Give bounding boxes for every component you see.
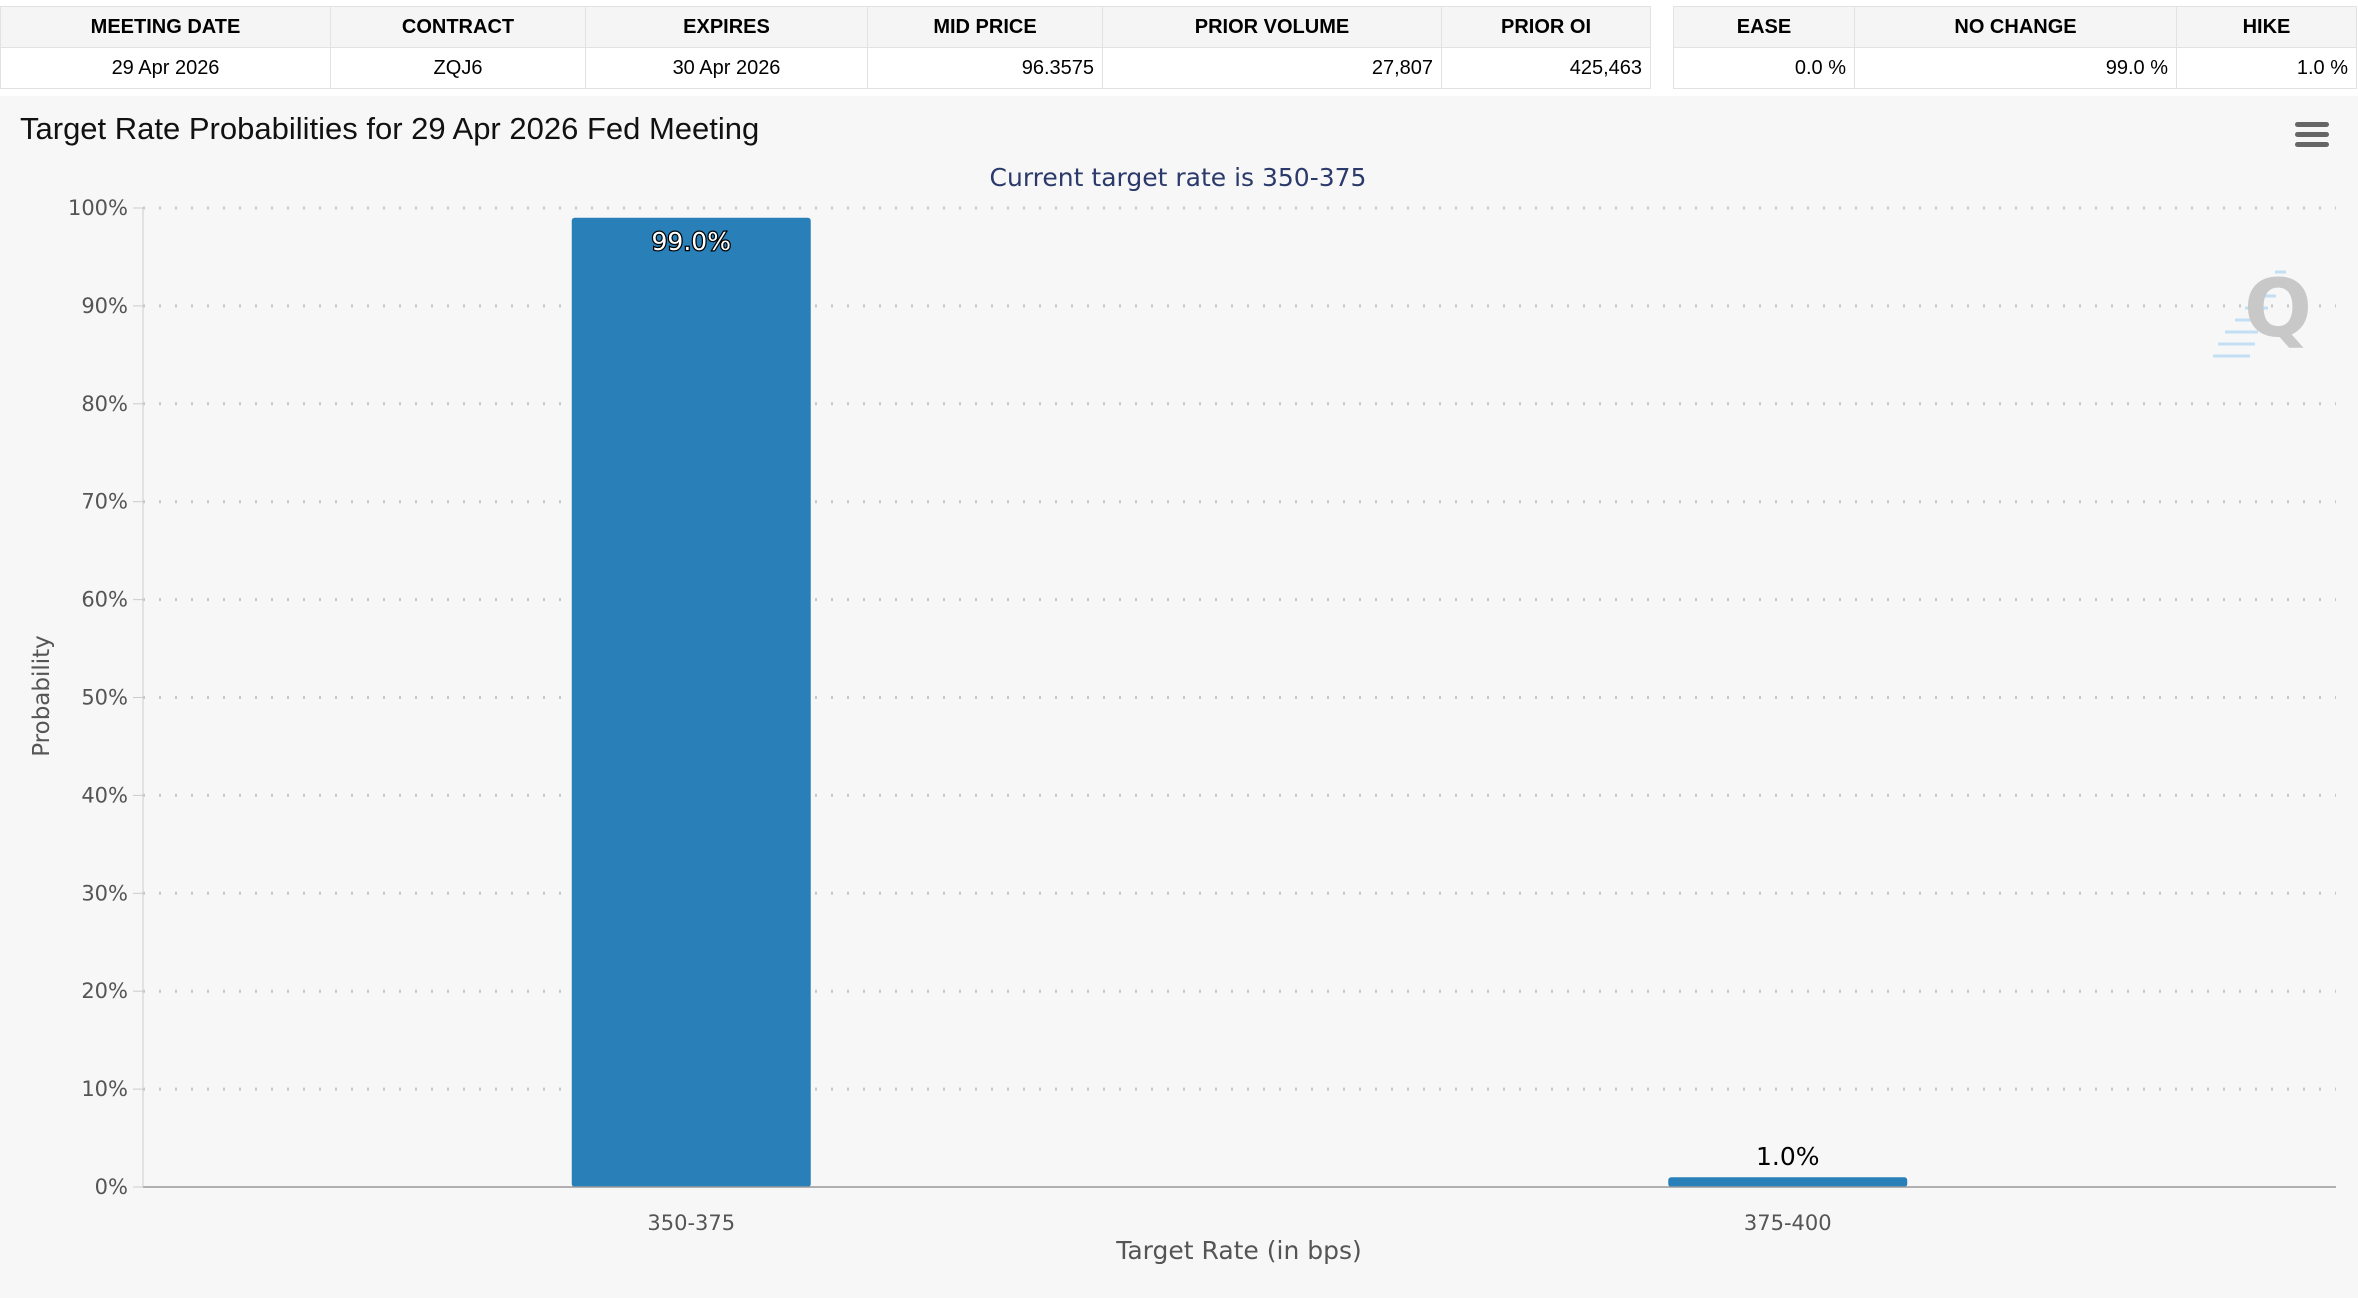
expires: 30 Apr 2026 bbox=[585, 47, 868, 89]
table-row: 29 Apr 2026 ZQJ6 30 Apr 2026 96.3575 27,… bbox=[0, 47, 1651, 89]
hamburger-menu-icon[interactable] bbox=[2295, 122, 2329, 147]
header-hike: HIKE bbox=[2176, 6, 2357, 48]
bar-chart: Target Rate Probabilities for 29 Apr 202… bbox=[20, 111, 2336, 1265]
header-mid-price: MID PRICE bbox=[867, 6, 1103, 48]
y-tick-label: 60% bbox=[81, 588, 128, 612]
probability-table: EASE NO CHANGE HIKE 0.0 % 99.0 % 1.0 % bbox=[1673, 6, 2357, 89]
bar-350-375[interactable] bbox=[571, 217, 811, 1187]
meeting-date: 29 Apr 2026 bbox=[0, 47, 331, 89]
contract-table: MEETING DATE CONTRACT EXPIRES MID PRICE … bbox=[0, 6, 1651, 89]
y-tick-label: 10% bbox=[81, 1077, 128, 1101]
header-prior-oi: PRIOR OI bbox=[1441, 6, 1651, 48]
y-tick-label: 50% bbox=[81, 686, 128, 710]
y-tick-label: 90% bbox=[81, 294, 128, 318]
data-label: 99.0% bbox=[652, 227, 731, 256]
header-expires: EXPIRES bbox=[585, 6, 868, 48]
table-row: 0.0 % 99.0 % 1.0 % bbox=[1673, 47, 2357, 89]
x-tick-label: 375-400 bbox=[1744, 1211, 1832, 1235]
bar-375-400[interactable] bbox=[1668, 1177, 1908, 1187]
x-axis-label: Target Rate (in bps) bbox=[1115, 1236, 1362, 1265]
chart-panel: Target Rate Probabilities for 29 Apr 202… bbox=[0, 96, 2358, 1298]
header-no-change: NO CHANGE bbox=[1854, 6, 2177, 48]
ease-value: 0.0 % bbox=[1673, 47, 1855, 89]
no-change-value: 99.0 % bbox=[1854, 47, 2177, 89]
y-axis-label: Probability bbox=[29, 635, 55, 757]
chart-subtitle: Current target rate is 350-375 bbox=[990, 163, 1367, 192]
y-tick-label: 80% bbox=[81, 392, 128, 416]
y-tick-label: 0% bbox=[95, 1175, 128, 1199]
contract: ZQJ6 bbox=[330, 47, 586, 89]
chart-title: Target Rate Probabilities for 29 Apr 202… bbox=[20, 111, 759, 146]
y-tick-label: 100% bbox=[68, 196, 128, 220]
header-ease: EASE bbox=[1673, 6, 1855, 48]
mid-price: 96.3575 bbox=[867, 47, 1103, 89]
prior-oi: 425,463 bbox=[1441, 47, 1651, 89]
data-label: 1.0% bbox=[1756, 1142, 1820, 1171]
header-prior-volume: PRIOR VOLUME bbox=[1102, 6, 1442, 48]
y-tick-label: 30% bbox=[81, 881, 128, 905]
prior-volume: 27,807 bbox=[1102, 47, 1442, 89]
header-meeting-date: MEETING DATE bbox=[0, 6, 331, 48]
watermark-q: Q bbox=[2244, 262, 2312, 355]
y-tick-label: 20% bbox=[81, 979, 128, 1003]
y-tick-label: 70% bbox=[81, 490, 128, 514]
hike-value: 1.0 % bbox=[2176, 47, 2357, 89]
y-tick-label: 40% bbox=[81, 783, 128, 807]
watermark-logo: Q bbox=[2213, 262, 2312, 358]
header-contract: CONTRACT bbox=[330, 6, 586, 48]
x-tick-label: 350-375 bbox=[647, 1211, 735, 1235]
